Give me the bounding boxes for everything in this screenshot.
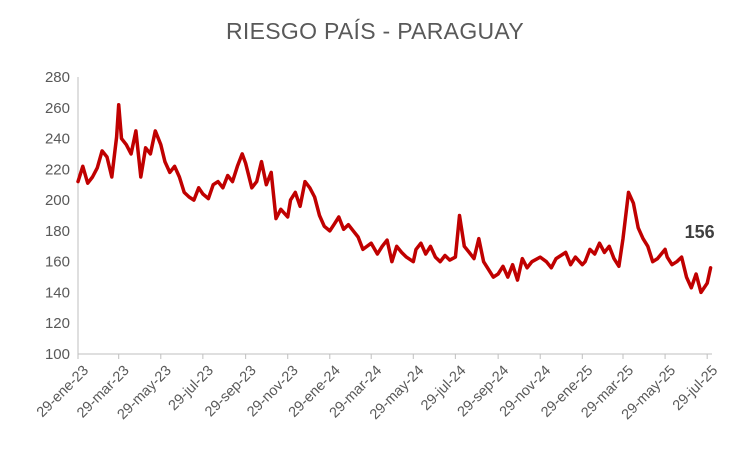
chart-title: RIESGO PAÍS - PARAGUAY	[226, 18, 524, 44]
y-tick-label: 100	[45, 346, 70, 363]
x-tick-label: 29-jul-25	[670, 363, 721, 414]
x-axis: 29-ene-2329-mar-2329-may-2329-jul-2329-s…	[34, 353, 721, 423]
y-tick-label: 120	[45, 315, 70, 332]
series-group	[76, 102, 713, 295]
y-tick-label: 180	[45, 223, 70, 240]
series-line	[76, 102, 713, 295]
annotations: 156	[685, 222, 715, 242]
y-axis: 100 120 140 160 180 200 220 240 260 280	[45, 69, 79, 363]
y-tick-label: 220	[45, 161, 70, 178]
y-tick-label: 200	[45, 192, 70, 209]
y-tick-label: 240	[45, 131, 70, 148]
y-tick-label: 140	[45, 284, 70, 301]
y-tick-label: 160	[45, 254, 70, 271]
y-tick-label: 280	[45, 69, 70, 86]
y-tick-label: 260	[45, 100, 70, 117]
last-value-label: 156	[685, 222, 715, 242]
